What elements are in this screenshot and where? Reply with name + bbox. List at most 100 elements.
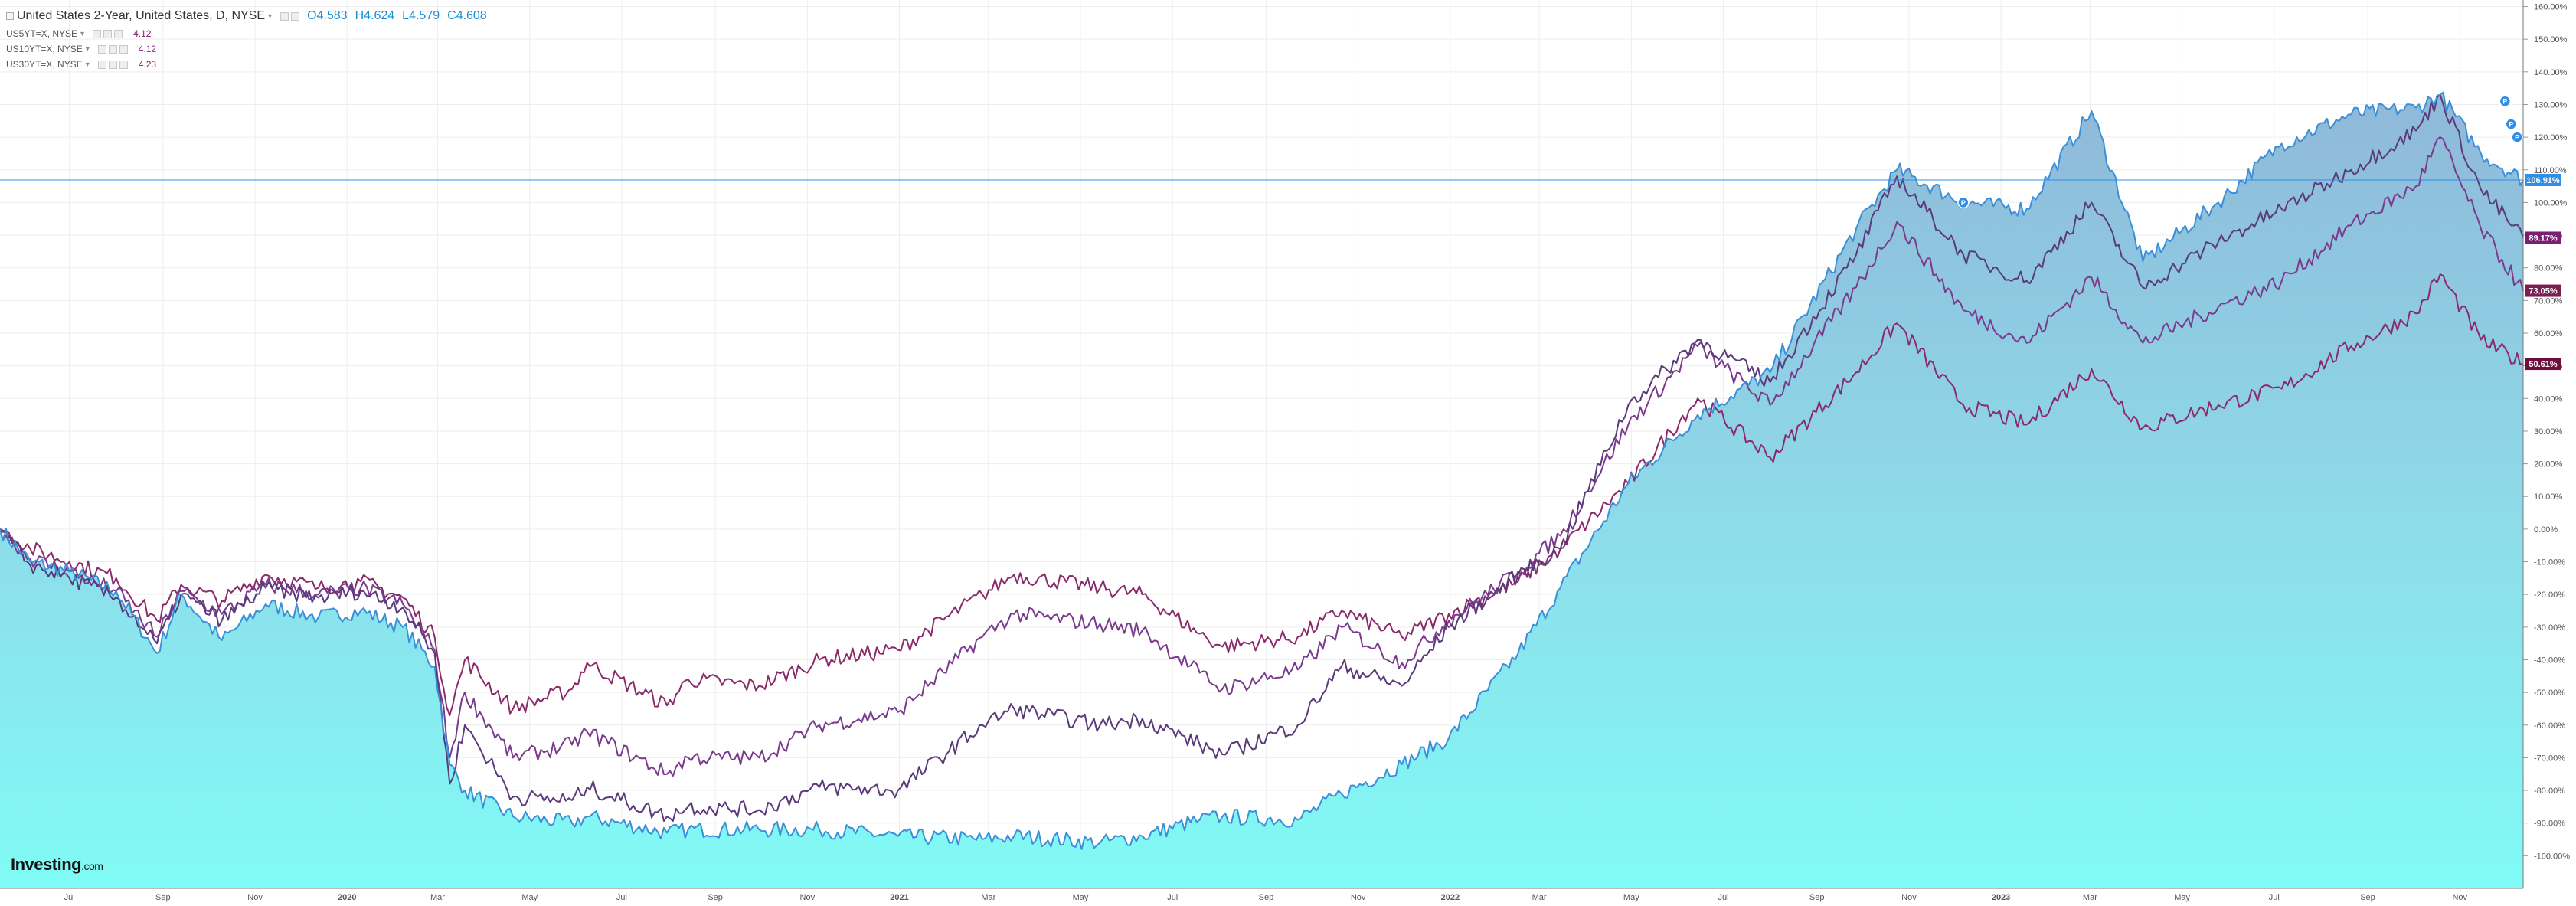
y-tick-label: -10.00% [2534, 558, 2565, 567]
remove-icon[interactable] [119, 44, 128, 54]
y-tick-label: 140.00% [2534, 68, 2568, 77]
chevron-down-icon[interactable]: ▾ [80, 29, 85, 38]
y-tick-label: 120.00% [2534, 133, 2568, 142]
high-key: H [355, 9, 364, 22]
high-value: 4.624 [364, 9, 395, 22]
legend: United States 2-Year, United States, D, … [6, 6, 487, 72]
x-tick-label: Jul [2269, 893, 2280, 902]
x-tick-label: Nov [2452, 893, 2467, 902]
series-line-us5y [0, 93, 2524, 822]
open-key: O [307, 9, 317, 22]
settings-icon[interactable] [93, 29, 102, 38]
open-value: 4.583 [316, 9, 348, 22]
x-tick-label: 2021 [890, 893, 908, 902]
chevron-down-icon[interactable]: ▾ [268, 11, 273, 21]
event-marker-glyph: P [2502, 98, 2507, 106]
low-value: 4.579 [409, 9, 440, 22]
compare-last-us10y: 4.12 [138, 44, 157, 54]
x-tick-label: Sep [155, 893, 171, 902]
compare-symbol-us30y: US30YT=X, NYSE [6, 59, 83, 70]
last-value-badge [2525, 231, 2561, 244]
y-tick-label: -80.00% [2534, 787, 2565, 796]
x-tick-label: Mar [1532, 893, 1547, 902]
event-marker-glyph: P [2515, 134, 2519, 142]
hide-icon[interactable] [103, 29, 113, 38]
series-line-us30y [0, 273, 2524, 716]
main-series-title: United States 2-Year, United States, D, … [17, 9, 266, 22]
event-marker-glyph: P [2509, 121, 2513, 129]
legend-row-us30y: US30YT=X, NYSE ▾ 4.23 [6, 57, 487, 72]
last-value-text: 73.05% [2529, 287, 2558, 296]
x-tick-label: May [521, 893, 538, 902]
price-labels: 50.61% 73.05% 89.17% 106.91% [2525, 173, 2561, 371]
x-tick-label: May [1623, 893, 1639, 902]
x-tick-label: Mar [981, 893, 995, 902]
compare-symbol-us5y: US5YT=X, NYSE [6, 28, 78, 39]
event-marker-glyph: P [1961, 199, 1966, 207]
x-tick-label: Nov [1901, 893, 1917, 902]
event-marker-icon [2511, 131, 2523, 143]
y-tick-label: 40.00% [2534, 394, 2563, 404]
y-tick-label: 0.00% [2534, 525, 2558, 535]
chevron-down-icon[interactable]: ▾ [85, 44, 90, 54]
x-tick-label: Jul [1167, 893, 1178, 902]
x-tick-label: Sep [708, 893, 723, 902]
logo-suffix: .com [81, 860, 103, 872]
x-tick-label: May [2174, 893, 2190, 902]
area-layer [0, 92, 2523, 888]
last-value-text: 106.91% [2526, 176, 2560, 185]
event-marker-icon [2505, 118, 2517, 130]
y-tick-label: 20.00% [2534, 460, 2563, 469]
y-tick-label: 110.00% [2534, 166, 2567, 175]
x-tick-label: 2020 [338, 893, 356, 902]
last-value-badge [2525, 358, 2561, 371]
legend-row-us5y: US5YT=X, NYSE ▾ 4.12 [6, 26, 487, 41]
compare-symbol-us10y: US10YT=X, NYSE [6, 44, 83, 54]
x-tick-label: Jul [1718, 893, 1729, 902]
settings-icon[interactable] [280, 11, 289, 21]
y-tick-label: 150.00% [2534, 35, 2568, 44]
collapse-toggle-icon[interactable] [6, 12, 14, 20]
last-value-badge [2525, 284, 2561, 297]
y-tick-label: -60.00% [2534, 721, 2565, 731]
x-tick-label: May [1073, 893, 1089, 902]
x-tick-label: Sep [1809, 893, 1825, 902]
y-tick-label: -70.00% [2534, 754, 2565, 763]
x-tick-label: 2022 [1441, 893, 1460, 902]
remove-icon[interactable] [114, 29, 123, 38]
legend-main-row: United States 2-Year, United States, D, … [6, 6, 487, 26]
y-tick-label: 10.00% [2534, 492, 2563, 502]
y-tick-label: 80.00% [2534, 264, 2563, 273]
settings-icon[interactable] [97, 60, 106, 69]
settings-icon[interactable] [97, 44, 106, 54]
remove-icon[interactable] [119, 60, 128, 69]
close-value: 4.608 [456, 9, 487, 22]
x-tick-label: Jul [64, 893, 75, 902]
x-tick-label: 2023 [1992, 893, 2010, 902]
hide-icon[interactable] [108, 60, 117, 69]
event-marker-icon [1957, 196, 1970, 209]
area-fill-us2y [0, 92, 2523, 888]
investing-logo: Investing.com [11, 855, 103, 875]
hide-icon[interactable] [291, 11, 300, 21]
y-tick-label: -30.00% [2534, 623, 2565, 633]
series-lines [0, 91, 2524, 850]
y-tick-label: 30.00% [2534, 427, 2563, 437]
x-tick-label: Nov [1351, 893, 1366, 902]
last-value-text: 89.17% [2529, 234, 2558, 243]
x-tick-label: Sep [1259, 893, 1274, 902]
chevron-down-icon[interactable]: ▾ [85, 60, 90, 69]
legend-row-us10y: US10YT=X, NYSE ▾ 4.12 [6, 41, 487, 57]
last-value-badge [2525, 173, 2561, 186]
x-tick-label: Mar [430, 893, 445, 902]
y-tick-label: 100.00% [2534, 198, 2568, 208]
close-key: C [447, 9, 456, 22]
x-tick-label: Nov [800, 893, 816, 902]
y-tick-label: -20.00% [2534, 590, 2565, 600]
compare-last-us30y: 4.23 [138, 59, 157, 70]
low-key: L [402, 9, 410, 22]
hide-icon[interactable] [108, 44, 117, 54]
